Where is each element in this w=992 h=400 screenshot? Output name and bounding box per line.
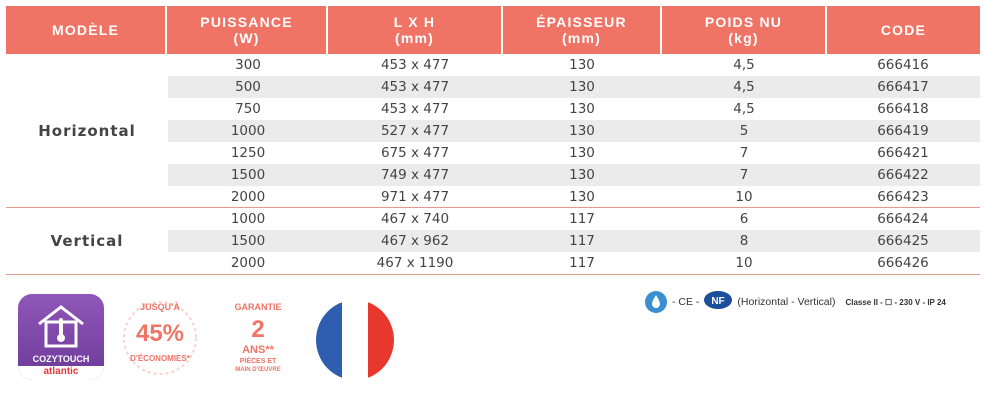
badge-outline-icon xyxy=(123,301,197,375)
nf-text: NF xyxy=(712,296,725,307)
weight-cell: 10 xyxy=(735,189,753,205)
power-cell: 300 xyxy=(235,57,261,73)
table-header: MODÈLE PUISSANCE (W) L X H (mm) ÉPAISSEUR(… xyxy=(6,6,980,54)
spec-table: MODÈLE PUISSANCE (W) L X H (mm) ÉPAISSEUR(… xyxy=(6,6,980,275)
cozytouch-label: COZYTOUCH xyxy=(32,354,90,364)
thickness-cell: 130 xyxy=(569,145,595,161)
class-label: Classe II - ☐ - 230 V - IP 24 xyxy=(845,297,946,307)
badges-row: COZYTOUCH atlantic JUSQU'À 45% D'ÉCONOMI… xyxy=(0,280,992,400)
weight-cell: 7 xyxy=(739,145,749,161)
table-row: 2000 971 x 477 130 10 666423 xyxy=(168,186,980,208)
table-row: 1250 675 x 477 130 7 666421 xyxy=(168,142,980,164)
code-cell: 666426 xyxy=(877,255,929,271)
power-cell: 2000 xyxy=(230,189,266,205)
power-cell: 500 xyxy=(235,79,261,95)
warranty-top: GARANTIE xyxy=(234,302,282,312)
code-cell: 666421 xyxy=(877,145,929,161)
size-cell: 467 x 962 xyxy=(380,233,450,249)
warranty-bottom-2: MAIN D'ŒUVRE xyxy=(235,367,281,373)
model-group: Horizontal 300 453 x 477 130 4,5 666416 500 453… xyxy=(6,54,980,208)
certifications: - CE - NF (Horizontal - Vertical) Classe… xyxy=(644,290,946,314)
weight-cell: 4,5 xyxy=(733,101,755,117)
code-cell: 666418 xyxy=(877,101,929,117)
savings-badge: JUSQU'À 45% D'ÉCONOMIES* xyxy=(120,292,200,384)
thickness-cell: 130 xyxy=(569,189,595,205)
size-cell: 527 x 477 xyxy=(380,123,450,139)
thickness-cell: 117 xyxy=(569,211,595,227)
table-row: 1000 527 x 477 130 5 666419 xyxy=(168,120,980,142)
weight-cell: 8 xyxy=(739,233,749,249)
table-row: 500 453 x 477 130 4,5 666417 xyxy=(168,76,980,98)
power-cell: 1250 xyxy=(230,145,266,161)
power-cell: 750 xyxy=(235,101,261,117)
header-thickness: ÉPAISSEUR (mm) xyxy=(502,6,660,54)
model-name: Horizontal xyxy=(38,121,136,140)
table-row: 1000 467 x 740 117 6 666424 xyxy=(168,208,980,230)
savings-bottom: D'ÉCONOMIES* xyxy=(130,354,190,363)
nf-logo-icon: NF xyxy=(704,291,733,309)
size-cell: 467 x 740 xyxy=(380,211,450,227)
thickness-cell: 130 xyxy=(569,167,595,183)
ce-mark: - CE - xyxy=(672,296,700,308)
size-cell: 453 x 477 xyxy=(380,101,450,117)
size-cell: 675 x 477 xyxy=(380,145,450,161)
models-label: (Horizontal - Vertical) xyxy=(737,296,836,308)
brand-logo-text: atlantic xyxy=(18,366,104,380)
header-dimensions: L X H (mm) xyxy=(328,6,501,54)
savings-value: 45% xyxy=(135,320,185,347)
code-cell: 666416 xyxy=(877,57,929,73)
warranty-unit: ANS** xyxy=(242,344,274,356)
thickness-cell: 130 xyxy=(569,101,595,117)
weight-cell: 4,5 xyxy=(733,79,755,95)
table-row: 1500 467 x 962 117 8 666425 xyxy=(168,230,980,252)
thickness-cell: 117 xyxy=(569,255,595,271)
warranty-bottom-1: PIÈCES ET xyxy=(239,358,277,365)
cozytouch-logo: COZYTOUCH atlantic xyxy=(18,294,104,380)
thickness-cell: 130 xyxy=(569,57,595,73)
power-cell: 1000 xyxy=(230,123,266,139)
table-row: 750 453 x 477 130 4,5 666418 xyxy=(168,98,980,120)
table-row: 2000 467 x 1190 117 10 666426 xyxy=(168,252,980,274)
water-drop-badge-icon xyxy=(645,291,667,313)
header-power: PUISSANCE (W) xyxy=(167,6,327,54)
size-cell: 453 x 477 xyxy=(380,57,450,73)
savings-top: JUSQU'À xyxy=(140,302,180,312)
power-cell: 1500 xyxy=(230,167,266,183)
size-cell: 453 x 477 xyxy=(380,79,450,95)
code-cell: 666417 xyxy=(877,79,929,95)
thickness-cell: 130 xyxy=(569,123,595,139)
size-cell: 749 x 477 xyxy=(380,167,450,183)
header-model: MODÈLE xyxy=(6,6,166,54)
code-cell: 666419 xyxy=(877,123,929,139)
model-group: Vertical 1000 467 x 740 117 6 666424 1500 467 x… xyxy=(6,208,980,275)
header-code: CODE xyxy=(826,6,980,54)
weight-cell: 10 xyxy=(735,255,753,271)
warranty-badge: GARANTIE 2 ANS** PIÈCES ET MAIN D'ŒUVRE xyxy=(218,292,298,384)
french-flag-icon xyxy=(316,300,394,380)
code-cell: 666422 xyxy=(877,167,929,183)
thickness-cell: 117 xyxy=(569,233,595,249)
weight-cell: 6 xyxy=(739,211,749,227)
size-cell: 467 x 1190 xyxy=(376,255,454,271)
weight-cell: 4,5 xyxy=(733,57,755,73)
size-cell: 971 x 477 xyxy=(380,189,450,205)
model-name: Vertical xyxy=(50,232,124,250)
code-cell: 666425 xyxy=(877,233,929,249)
weight-cell: 7 xyxy=(739,167,749,183)
code-cell: 666424 xyxy=(877,211,929,227)
code-cell: 666423 xyxy=(877,189,929,205)
warranty-value: 2 xyxy=(251,316,265,343)
power-cell: 1000 xyxy=(230,211,266,227)
power-cell: 2000 xyxy=(230,255,266,271)
power-cell: 1500 xyxy=(230,233,266,249)
table-row: 1500 749 x 477 130 7 666422 xyxy=(168,164,980,186)
table-row: 300 453 x 477 130 4,5 666416 xyxy=(168,54,980,76)
thickness-cell: 130 xyxy=(569,79,595,95)
house-thermometer-icon xyxy=(38,305,84,348)
header-weight: POIDS NU (kg) xyxy=(661,6,825,54)
weight-cell: 5 xyxy=(739,123,749,139)
